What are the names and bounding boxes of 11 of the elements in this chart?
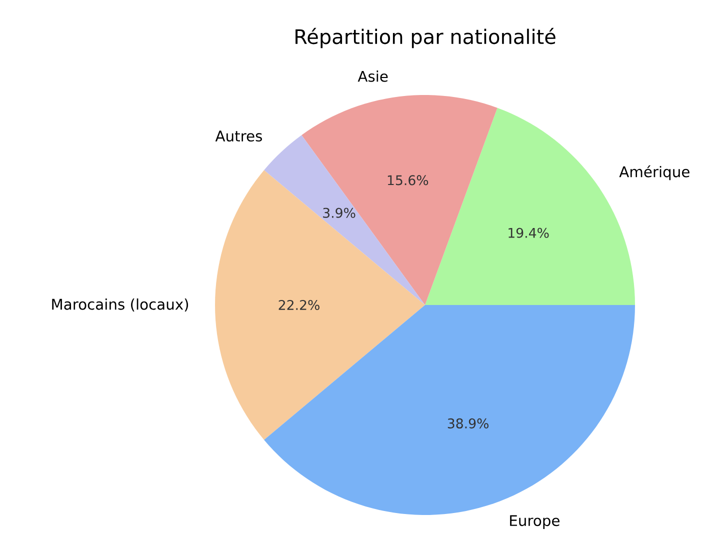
slice-label: Asie (358, 70, 388, 82)
slice-label: Amérique (619, 165, 690, 180)
data-label: 19.4% (508, 228, 549, 238)
slice-label: Europe (510, 515, 560, 529)
data-label: 22.2% (278, 300, 320, 310)
data-label: 38.9% (448, 418, 488, 428)
slice-label: Autres (215, 130, 262, 142)
data-label: 15.6% (388, 175, 428, 186)
data-label: 3.9% (323, 208, 356, 218)
slice-label: Marocains (locaux) (52, 298, 188, 312)
chart-title: Répartition par nationalité (296, 28, 556, 48)
